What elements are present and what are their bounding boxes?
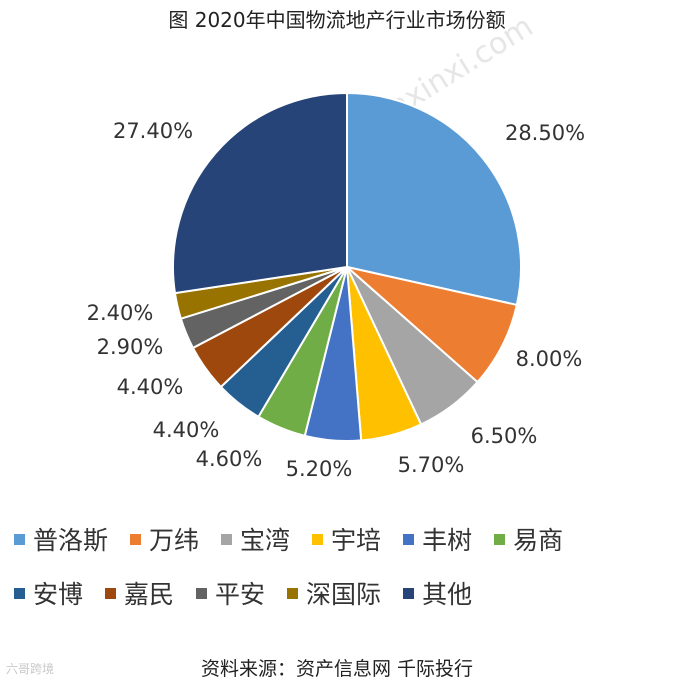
legend-swatch — [287, 587, 299, 599]
slice-label-8: 4.40% — [117, 375, 184, 399]
legend-swatch — [312, 533, 324, 545]
legend-swatch — [221, 533, 233, 545]
legend-item-3: 宝湾 — [221, 521, 290, 557]
pie-slice-1 — [346, 91, 522, 307]
pie-slice-11 — [172, 91, 348, 295]
legend-item-7: 安博 — [14, 575, 83, 611]
legend-label: 宇培 — [331, 526, 382, 555]
slice-label-7: 4.40% — [153, 418, 220, 442]
slice-label-6: 4.60% — [196, 447, 263, 471]
legend-swatch — [403, 587, 415, 599]
corner-watermark: 六哥跨境 — [6, 662, 55, 676]
legend-swatch — [196, 587, 208, 599]
chart-title: 图 2020年中国物流地产行业市场份额 — [168, 8, 506, 32]
slice-label-1: 28.50% — [505, 121, 585, 145]
legend-swatch — [494, 533, 506, 545]
slice-label-11: 27.40% — [113, 119, 193, 143]
legend-item-10: 深国际 — [287, 575, 381, 611]
legend-label: 深国际 — [306, 580, 382, 609]
legend-label: 易商 — [513, 526, 564, 555]
source-note: 资料来源：资产信息网 千际投行 — [200, 658, 474, 680]
legend-item-9: 平安 — [196, 575, 265, 611]
legend-label: 丰树 — [422, 526, 473, 555]
slice-label-4: 5.70% — [398, 453, 465, 477]
legend-item-8: 嘉民 — [105, 575, 174, 611]
legend: 普洛斯 万纬 宝湾 宇培 丰树 易商 安博 嘉民 平安 深国际 其他 — [14, 512, 674, 620]
legend-swatch — [105, 587, 117, 599]
legend-label: 普洛斯 — [33, 526, 109, 555]
slice-label-3: 6.50% — [471, 424, 538, 448]
legend-label: 安博 — [33, 580, 84, 609]
legend-label: 万纬 — [149, 526, 200, 555]
legend-swatch — [14, 587, 25, 599]
legend-item-2: 万纬 — [130, 521, 199, 557]
legend-item-4: 宇培 — [312, 521, 381, 557]
legend-label: 其他 — [422, 580, 473, 609]
legend-item-5: 丰树 — [403, 521, 472, 557]
legend-label: 宝湾 — [240, 526, 291, 555]
slice-label-5: 5.20% — [286, 457, 353, 481]
legend-label: 嘉民 — [124, 580, 175, 609]
pie-chart: zichanxinxi.com 28.50%8.00%6.50%5.70%5.2… — [87, 9, 585, 481]
legend-swatch — [403, 533, 415, 545]
slice-label-10: 2.40% — [87, 301, 154, 325]
legend-item-11: 其他 — [403, 575, 472, 611]
legend-label: 平安 — [215, 580, 266, 609]
legend-swatch — [130, 533, 142, 545]
legend-item-1: 普洛斯 — [14, 521, 108, 557]
slice-label-2: 8.00% — [516, 347, 583, 371]
legend-item-6: 易商 — [494, 521, 563, 557]
slice-label-9: 2.90% — [97, 335, 164, 359]
legend-swatch — [14, 533, 25, 545]
